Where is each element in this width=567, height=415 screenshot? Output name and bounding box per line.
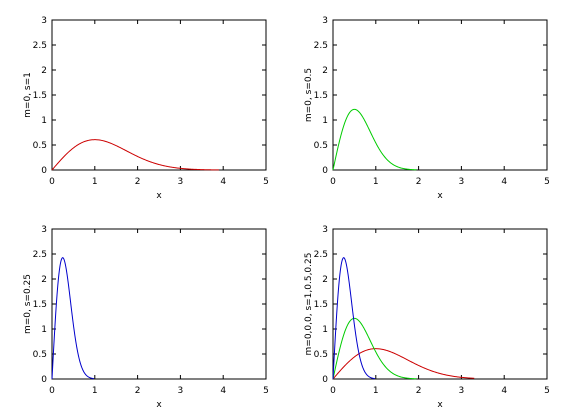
y-tick-label: 3 — [322, 225, 328, 235]
y-tick-label: 0.5 — [33, 350, 47, 360]
x-tick-label: 5 — [263, 177, 269, 187]
y-tick-label: 1 — [41, 116, 47, 126]
x-tick-label: 3 — [178, 177, 184, 187]
x-tick-label: 1 — [92, 177, 98, 187]
x-axis-label: x — [437, 191, 443, 201]
x-tick-label: 1 — [373, 177, 379, 187]
y-tick-label: 2 — [322, 66, 328, 76]
y-tick-label: 0.5 — [33, 141, 47, 151]
x-tick-label: 0 — [330, 177, 336, 187]
subplot-3: 0 1 2 3 4 5 0 0.5 1 1.5 2 2.5 3 x m=0, s=0.25 — [23, 225, 269, 410]
x-axis-label: x — [437, 400, 443, 410]
x-tick-label: 4 — [501, 177, 507, 187]
x-tick-label: 5 — [544, 177, 550, 187]
x-tick-label: 1 — [373, 386, 379, 396]
series-line-1 — [51, 257, 95, 380]
x-tick-label: 2 — [135, 177, 141, 187]
y-tick-label: 2 — [322, 275, 328, 285]
x-tick-label: 0 — [49, 386, 55, 396]
x-tick-label: 2 — [416, 386, 422, 396]
x-tick-label: 5 — [263, 386, 269, 396]
y-tick-label: 0 — [41, 166, 47, 176]
subplot-2: 0 1 2 3 4 5 0 0.5 1 1.5 2 2.5 3 x m=0, s=0.5 — [304, 16, 550, 201]
x-axis-label: x — [156, 400, 162, 410]
x-tick-label: 4 — [220, 177, 226, 187]
y-tick-label: 2.5 — [33, 250, 47, 260]
y-tick-label: 2 — [41, 275, 47, 285]
series-line-3 — [332, 257, 376, 380]
y-tick-label: 2.5 — [314, 41, 328, 51]
y-tick-label: 0 — [41, 375, 47, 385]
plot-frame — [332, 19, 548, 171]
subplot-1: 0 1 2 3 4 5 0 0.5 1 1.5 2 2.5 3 x m=0, s=1 — [23, 16, 269, 201]
y-tick-label: 3 — [41, 225, 47, 235]
y-tick-label: 0 — [322, 375, 328, 385]
plot-frame — [51, 228, 267, 380]
y-tick-label: 1 — [41, 325, 47, 335]
x-tick-label: 0 — [330, 386, 336, 396]
x-tick-label: 4 — [220, 386, 226, 396]
x-tick-label: 3 — [459, 386, 465, 396]
plot-frame — [332, 228, 548, 380]
x-tick-label: 2 — [135, 386, 141, 396]
y-axis-label: m=0, s=0.5 — [304, 68, 314, 122]
x-tick-label: 1 — [92, 386, 98, 396]
x-tick-label: 3 — [459, 177, 465, 187]
x-tick-label: 4 — [501, 386, 507, 396]
y-tick-label: 0.5 — [314, 141, 328, 151]
y-tick-label: 0.5 — [314, 350, 328, 360]
x-axis-label: x — [156, 191, 162, 201]
x-tick-label: 0 — [49, 177, 55, 187]
y-tick-label: 3 — [41, 16, 47, 26]
series-line-1 — [51, 139, 219, 171]
y-tick-label: 1.5 — [314, 91, 328, 101]
y-axis-label: m=0, s=0.25 — [23, 274, 33, 334]
plot-frame — [51, 19, 267, 171]
y-tick-label: 2.5 — [33, 41, 47, 51]
y-axis-label: m=0,0,0, s=1,0.5,0.25 — [304, 253, 314, 356]
y-tick-label: 3 — [322, 16, 328, 26]
series-line-2 — [332, 317, 417, 380]
x-tick-label: 2 — [416, 177, 422, 187]
y-axis-label: m=0, s=1 — [23, 72, 33, 118]
y-tick-label: 1 — [322, 325, 328, 335]
y-tick-label: 1.5 — [33, 91, 47, 101]
series-line-1 — [332, 108, 417, 171]
y-tick-label: 1 — [322, 116, 328, 126]
y-tick-label: 1.5 — [314, 300, 328, 310]
x-tick-label: 3 — [178, 386, 184, 396]
subplot-4: 0 1 2 3 4 5 0 0.5 1 1.5 2 2.5 3 x m=0,0,0, s=1,0.5,0.2… — [304, 225, 550, 410]
x-tick-label: 5 — [544, 386, 550, 396]
series-line-1 — [332, 348, 475, 380]
y-tick-label: 1.5 — [33, 300, 47, 310]
y-tick-label: 2 — [41, 66, 47, 76]
y-tick-label: 0 — [322, 166, 328, 176]
y-tick-label: 2.5 — [314, 250, 328, 260]
